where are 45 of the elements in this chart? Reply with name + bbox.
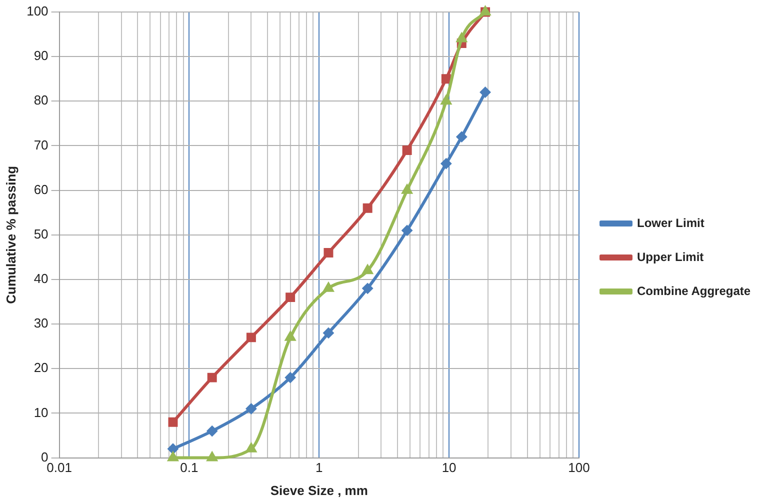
point bbox=[246, 403, 257, 414]
y-tick-label: 10 bbox=[34, 404, 48, 420]
y-tick-label: 80 bbox=[34, 92, 48, 108]
y-tick-label: 40 bbox=[34, 271, 48, 286]
legend-label: Combine Aggregate bbox=[636, 284, 751, 298]
x-axis-title: Sieve Size , mm bbox=[270, 482, 368, 498]
point bbox=[362, 282, 374, 294]
point bbox=[441, 74, 451, 84]
point bbox=[246, 332, 256, 342]
point bbox=[168, 417, 178, 427]
point bbox=[440, 94, 452, 105]
legend-label: Lower Limit bbox=[636, 216, 704, 230]
y-axis-title: Cumulative % passing bbox=[3, 166, 18, 304]
point bbox=[324, 248, 334, 258]
x-tick-label: 10 bbox=[442, 460, 456, 476]
y-tick-label: 20 bbox=[34, 360, 48, 376]
y-tick-label: 100 bbox=[26, 4, 48, 19]
y-tick-label: 0 bbox=[41, 449, 48, 464]
point bbox=[402, 145, 412, 155]
legend-label: Upper Limit bbox=[636, 250, 704, 264]
point bbox=[362, 264, 374, 274]
point bbox=[284, 372, 296, 384]
point bbox=[286, 292, 296, 302]
y-tick-label: 50 bbox=[34, 226, 48, 242]
point bbox=[207, 372, 217, 382]
y-tick-label: 90 bbox=[34, 48, 48, 64]
point bbox=[167, 443, 178, 454]
point bbox=[440, 158, 452, 170]
x-tick-label: 100 bbox=[568, 460, 590, 476]
y-tick-label: 30 bbox=[34, 316, 48, 331]
x-tick-label: 1 bbox=[316, 460, 323, 476]
point bbox=[167, 451, 179, 462]
x-tick-label: 0.1 bbox=[180, 460, 198, 476]
x-tick-label: 0.01 bbox=[46, 460, 72, 476]
point bbox=[284, 330, 296, 341]
point bbox=[322, 327, 334, 338]
point bbox=[402, 224, 413, 236]
y-tick-label: 60 bbox=[34, 182, 48, 197]
point bbox=[206, 426, 218, 437]
point bbox=[362, 203, 372, 213]
y-tick-label: 70 bbox=[34, 137, 48, 152]
point bbox=[206, 451, 218, 462]
point bbox=[246, 442, 257, 452]
point bbox=[401, 184, 413, 194]
point bbox=[322, 282, 334, 292]
